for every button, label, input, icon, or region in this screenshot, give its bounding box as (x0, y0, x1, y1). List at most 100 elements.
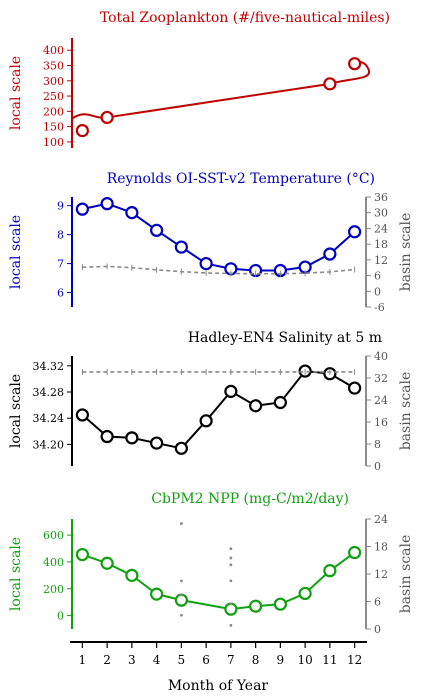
right-axis-tick-label: 12 (374, 568, 388, 581)
chart-title: Reynolds OI-SST-v2 Temperature (°C) (107, 171, 375, 187)
right-axis-tick-label: 40 (374, 350, 388, 363)
left-axis-tick-label: 100 (43, 136, 64, 149)
data-point (174, 441, 188, 455)
left-axis-tick-label: 8 (57, 229, 64, 242)
right-axis-tick-label: 30 (374, 207, 388, 220)
x-tick-label: 1 (79, 653, 87, 667)
series-line (81, 370, 356, 450)
left-axis-tick-label: 400 (43, 556, 64, 569)
x-axis-ticks: 1 2 3 4 5 6 7 8 9 10 11 12 (79, 642, 362, 667)
data-point (199, 414, 213, 428)
data-point (348, 225, 362, 239)
data-point (100, 556, 114, 570)
x-tick-label: 7 (227, 653, 235, 667)
x-tick-label: 8 (252, 653, 260, 667)
data-point (100, 197, 114, 211)
right-axis-label: basin scale (398, 535, 414, 614)
left-axis-label: local scale (8, 215, 24, 289)
data-point (199, 256, 213, 271)
x-axis-label: Month of Year (168, 678, 269, 694)
left-axis-tick-label: 9 (57, 200, 64, 213)
basin-point (229, 547, 233, 551)
data-point (249, 599, 263, 613)
left-axis-tick-label: 34.20 (33, 438, 65, 451)
chart-panel: Total Zooplankton (#/five-nautical-miles… (8, 10, 390, 149)
x-axis: 1 2 3 4 5 6 7 8 9 10 11 12 Month of Year (70, 641, 367, 694)
data-point (125, 206, 139, 220)
basin-series-line (82, 265, 355, 275)
x-tick-label: 3 (128, 653, 136, 667)
data-point (75, 123, 89, 138)
left-axis-label: local scale (8, 537, 24, 611)
left-axis-tick-label: 300 (43, 75, 64, 88)
basin-point (229, 563, 233, 567)
left-axis-tick-label: 34.32 (33, 360, 65, 373)
right-axis-tick-label: 16 (374, 416, 388, 429)
data-point (125, 431, 139, 445)
data-point (348, 545, 362, 560)
data-point (174, 240, 188, 254)
data-point (348, 57, 362, 71)
basin-point (179, 522, 183, 525)
right-axis-tick-label: 32 (374, 372, 388, 385)
chart-panel: CbPM2 NPP (mg-C/m2/day) 0 200 400 600 local s… (8, 491, 414, 636)
data-point (273, 395, 287, 410)
chart-title: Hadley-EN4 Salinity at 5 m (188, 330, 382, 346)
series-line (82, 202, 356, 272)
right-axis-tick-label: 6 (374, 270, 381, 283)
data-point (249, 399, 263, 413)
left-axis-tick-label: 150 (43, 121, 64, 134)
data-point (323, 564, 337, 578)
right-axis-tick-label: 0 (374, 460, 381, 473)
left-axis-label: local scale (8, 374, 24, 448)
data-point (100, 429, 114, 444)
data-point (273, 597, 287, 611)
x-tick-label: 12 (347, 653, 362, 667)
right-axis-tick-label: 24 (374, 513, 388, 526)
x-tick-label: 10 (297, 653, 312, 667)
x-tick-label: 11 (322, 653, 337, 667)
x-tick-label: 6 (202, 653, 210, 667)
basin-point (229, 623, 233, 627)
data-point (323, 247, 337, 261)
data-point (75, 408, 89, 422)
right-axis-tick-label: 36 (374, 191, 388, 204)
left-axis-tick-label: 400 (43, 44, 64, 57)
left-axis-tick-label: 200 (43, 583, 64, 596)
data-point (75, 202, 89, 216)
data-point (224, 384, 238, 398)
data-point (150, 223, 164, 237)
basin-point (179, 593, 183, 597)
right-axis-tick-label: -6 (374, 301, 385, 314)
x-tick-label: 5 (178, 653, 186, 667)
chart-panel: Hadley-EN4 Salinity at 5 m 34.20 34.24 34.2… (8, 330, 414, 473)
left-axis-tick-label: 0 (57, 610, 64, 623)
data-point (150, 587, 164, 601)
left-axis-tick-label: 34.24 (33, 412, 65, 425)
x-tick-label: 2 (103, 653, 111, 667)
left-axis-label: local scale (8, 56, 24, 130)
x-tick-label: 4 (153, 653, 161, 667)
basin-point (229, 579, 233, 583)
right-axis-tick-label: 8 (374, 438, 381, 451)
chart-panel: Reynolds OI-SST-v2 Temperature (°C) 6 7 8 9 l… (8, 171, 414, 314)
right-axis-tick-label: 18 (374, 238, 388, 251)
right-axis-label: basin scale (398, 372, 414, 451)
data-point (174, 593, 188, 607)
left-axis-tick-label: 200 (43, 105, 64, 118)
left-axis-tick-label: 34.28 (33, 386, 65, 399)
data-point (125, 568, 139, 582)
chart-panels: Total Zooplankton (#/five-nautical-miles… (8, 10, 414, 636)
right-axis-label: basin scale (398, 213, 414, 292)
right-axis-tick-label: 0 (374, 285, 381, 298)
left-axis-tick-label: 6 (57, 287, 64, 300)
left-axis-tick-label: 250 (43, 90, 64, 103)
basin-point (179, 613, 183, 617)
right-axis-tick-label: 12 (374, 254, 388, 267)
right-axis-tick-label: 0 (374, 623, 381, 636)
data-point (150, 436, 164, 450)
right-axis-tick-label: 24 (374, 394, 388, 407)
data-point (323, 77, 337, 91)
data-point (348, 381, 362, 395)
